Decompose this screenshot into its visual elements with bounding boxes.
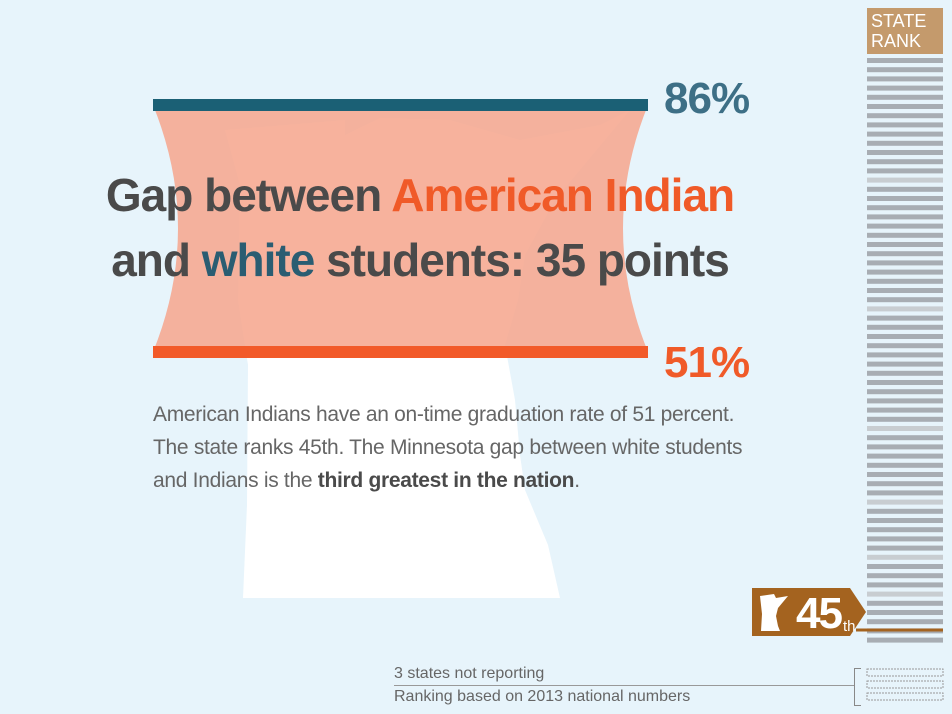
rank-ladder-bar [867,472,943,477]
rank-ladder-bar [867,619,943,625]
footnote-ranking-basis: Ranking based on 2013 national numbers [394,688,691,705]
rank-ladder-bar [867,426,943,431]
rank-ladder-bar [867,131,943,137]
body-text: American Indians have an on-time graduat… [153,403,743,492]
rank-ladder-bar [867,435,943,441]
rank-ladder-bar [867,214,943,220]
rank-ladder-not-reporting-bar [866,668,944,677]
rank-ladder-bar [867,67,943,73]
state-rank-label-line-2: RANK [871,31,922,51]
rank-ladder-bar [867,361,943,367]
rank-ladder-bar [867,242,943,247]
rank-ladder-bar [867,453,943,459]
rank-ladder-not-reporting-bar [866,680,944,689]
headline-part-1: Gap between [105,169,392,221]
rank-ladder-bar [867,297,943,303]
rank-ladder-bar [867,462,943,468]
headline-line-2: and white students: 35 points [60,232,780,288]
rank-ladder-bar [867,288,943,293]
rank-ladder-bar [867,398,943,404]
rank-ladder-bar [867,186,943,192]
rank-ladder-bar [867,508,943,514]
rank-ladder-bar [867,582,943,588]
rank-ladder-bar [867,407,943,413]
rank-ladder-bar [867,232,943,238]
rank-ladder-bar [867,591,943,597]
rank-ladder-bar [867,278,943,284]
rank-ladder-bar [867,324,943,330]
state-rank-header: STATE RANK [867,8,943,54]
rank-ladder-not-reporting-bar [866,692,944,701]
rank-ladder-bar [867,122,943,128]
rank-ladder-bar [867,499,943,505]
rank-ladder-bar [867,140,943,146]
rank-ladder-bar [867,343,943,349]
minnesota-state-icon [760,594,788,631]
rank-ladder-bar [867,269,943,275]
footnote-not-reporting: 3 states not reporting [394,665,545,682]
rank-ladder-bar [867,315,943,321]
rank-ladder-bar [867,536,943,542]
rank-badge-number: 45 [796,589,843,638]
rank-ladder-bar [867,168,943,174]
rank-ladder-bar [867,380,943,385]
rank-ladder-bar [867,610,943,615]
rank-ladder-bar [867,104,943,109]
rank-ladder-bar [867,58,943,63]
headline-part-3: students: 35 points [314,234,730,286]
body-end: . [574,469,580,492]
headline-american-indian: American Indian [391,169,735,221]
rank-ladder-bar [867,481,943,487]
rank-ladder-bar [867,545,943,551]
rank-ladder-bar [867,150,943,155]
rank-ladder-bar [867,370,943,376]
rank-ladder-bar [867,554,943,560]
rank-ladder-bar [867,416,943,422]
value-label-american-indian: 51% [664,338,750,387]
rank-ladder-bar [867,113,943,119]
rank-ladder-bar [867,334,943,339]
bar-american-indian-students [153,346,648,358]
state-rank-label-line-1: STATE [871,11,927,31]
rank-ladder-bar [867,637,943,643]
rank-ladder-bar [867,564,943,569]
rank-ladder-bar [867,389,943,395]
rank-ladder-bar [867,306,943,312]
state-rank-ladder [866,58,944,701]
body-emphasis: third greatest in the nation [317,469,575,492]
rank-ladder-bar [867,444,943,450]
rank-ladder-bar [867,251,943,257]
headline-line-1: Gap between American Indian [60,167,780,223]
footnote-rule [394,685,854,686]
rank-ladder-bar [867,527,943,533]
headline-white: white [201,234,316,286]
headline-part-2: and [111,234,202,286]
rank-ladder-bar [867,490,943,496]
rank-ladder-bar [867,518,943,523]
rank-ladder-bar [867,352,943,358]
rank-ladder-bar [867,600,943,606]
rank-ladder-bar [867,177,943,183]
rank-ladder-bar [867,260,943,266]
value-label-white: 86% [664,74,750,123]
rank-ladder-bar [867,94,943,100]
rank-ladder-bar [867,573,943,579]
rank-ladder-bar [867,223,943,229]
gap-band [153,105,648,352]
rank-ladder-bar [867,76,943,82]
not-reporting-bracket [854,668,861,706]
rank-ladder-bar [867,159,943,165]
rank-ladder-bar [867,85,943,91]
rank-ladder-bar [867,196,943,201]
rank-badge-suffix: th [843,618,856,635]
rank-ladder-bar [867,205,943,211]
body-paragraph: American Indians have an on-time graduat… [153,398,753,497]
bar-white-students [153,99,648,111]
